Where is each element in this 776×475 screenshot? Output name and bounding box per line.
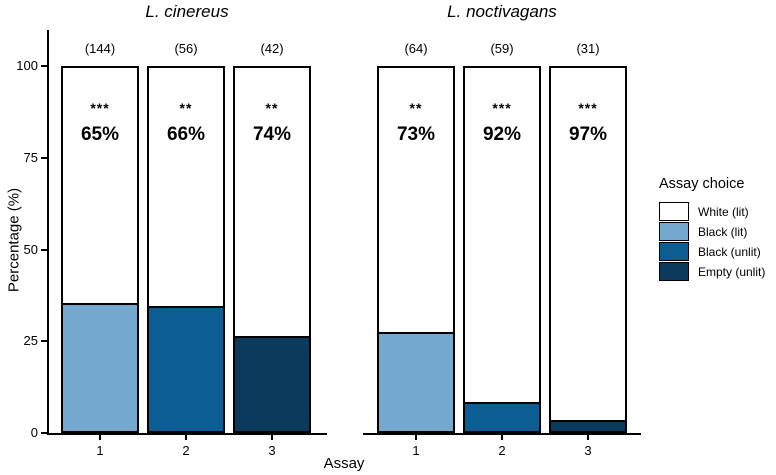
x-tick-label: 1 <box>96 443 104 458</box>
legend-label: Black (unlit) <box>698 244 761 259</box>
sample-size-label: (56) <box>174 41 198 56</box>
x-tick-mark <box>99 435 101 440</box>
x-axis-line-panel2 <box>363 433 641 435</box>
x-axis-line-panel1 <box>47 433 327 435</box>
legend-swatch-empty-unlit <box>659 262 689 281</box>
legend-swatch-black-lit <box>659 222 689 241</box>
legend-item-empty-unlit: Empty (unlit) <box>659 262 765 281</box>
sample-size-label: (64) <box>404 41 428 56</box>
bar-bottom-segment <box>63 303 137 431</box>
significance-stars: ** <box>179 100 193 116</box>
significance-stars: *** <box>90 100 110 116</box>
sample-size-label: (42) <box>260 41 284 56</box>
bar-cinereus-assay2: (56) ** 66% 2 <box>147 41 225 458</box>
legend: Assay choice White (lit) Black (lit) Bla… <box>659 176 765 282</box>
x-tick-mark <box>501 435 503 440</box>
y-tick-label-25: 25 <box>23 333 38 348</box>
white-percentage-label: 92% <box>482 124 522 145</box>
panel-title-noctivagans: L. noctivagans <box>447 2 557 21</box>
y-tick-mark-50 <box>41 249 47 251</box>
significance-stars: *** <box>492 100 512 116</box>
legend-label: Empty (unlit) <box>698 264 766 279</box>
bar-bottom-segment <box>149 306 223 431</box>
x-tick-label: 3 <box>268 443 276 458</box>
x-tick-label: 2 <box>498 443 506 458</box>
x-tick-mark <box>415 435 417 440</box>
y-tick-label-0: 0 <box>30 425 38 440</box>
white-percentage-label: 97% <box>568 124 608 145</box>
legend-swatch-white-lit <box>659 202 689 221</box>
legend-item-black-unlit: Black (unlit) <box>659 242 765 261</box>
bar-noctivagans-assay1: (64) ** 73% 1 <box>377 41 455 458</box>
y-tick-label-75: 75 <box>23 150 38 165</box>
x-axis-title: Assay <box>323 455 365 472</box>
bar-bottom-segment <box>379 332 453 431</box>
x-tick-label: 3 <box>584 443 592 458</box>
white-percentage-label: 74% <box>252 124 292 145</box>
y-axis-line <box>47 30 49 435</box>
y-tick-label-50: 50 <box>23 242 38 257</box>
x-tick-label: 2 <box>182 443 190 458</box>
legend-title: Assay choice <box>659 176 745 192</box>
y-tick-label-100: 100 <box>16 58 38 73</box>
white-percentage-label: 66% <box>166 124 206 145</box>
y-tick-mark-100 <box>41 65 47 67</box>
y-tick-mark-75 <box>41 157 47 159</box>
sample-size-label: (31) <box>576 41 600 56</box>
sample-size-label: (144) <box>84 41 116 56</box>
white-percentage-label: 65% <box>80 124 120 145</box>
y-axis-title: Percentage (%) <box>5 187 23 293</box>
x-tick-mark <box>271 435 273 440</box>
bar-cinereus-assay1: (144) *** 65% 1 <box>61 41 139 458</box>
legend-label: White (lit) <box>698 204 749 219</box>
bar-bottom-segment <box>465 402 539 431</box>
legend-item-black-lit: Black (lit) <box>659 222 765 241</box>
significance-stars: ** <box>409 100 423 116</box>
bar-cinereus-assay3: (42) ** 74% 3 <box>233 41 311 458</box>
x-tick-label: 1 <box>412 443 420 458</box>
white-percentage-label: 73% <box>396 124 436 145</box>
x-tick-mark <box>185 435 187 440</box>
legend-label: Black (lit) <box>698 224 748 239</box>
x-tick-mark <box>587 435 589 440</box>
sample-size-label: (59) <box>490 41 514 56</box>
legend-swatch-black-unlit <box>659 242 689 261</box>
significance-stars: *** <box>578 100 598 116</box>
y-tick-mark-0 <box>41 432 47 434</box>
bar-bottom-segment <box>235 336 309 431</box>
bar-noctivagans-assay2: (59) *** 92% 2 <box>463 41 541 458</box>
significance-stars: ** <box>265 100 279 116</box>
y-tick-mark-25 <box>41 340 47 342</box>
legend-item-white-lit: White (lit) <box>659 202 765 221</box>
bar-bottom-segment <box>551 420 625 431</box>
panel-title-cinereus: L. cinereus <box>145 2 229 21</box>
bar-noctivagans-assay3: (31) *** 97% 3 <box>549 41 627 458</box>
